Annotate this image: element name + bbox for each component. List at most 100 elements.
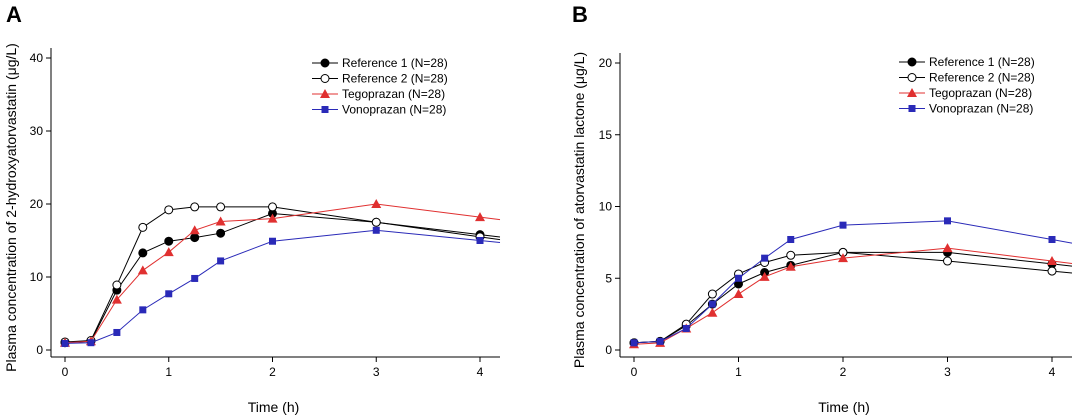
data-point: [735, 274, 742, 282]
data-point: [943, 256, 952, 266]
data-point: [944, 217, 951, 225]
data-point: [164, 236, 174, 246]
y-tick-label: 0: [36, 343, 43, 357]
legend-label: Reference 2 (N=28): [342, 72, 448, 86]
x-tick-label: 4: [477, 365, 484, 379]
legend: Reference 1 (N=28) Reference 2 (N=28)Tego…: [312, 56, 448, 117]
data-point: [942, 243, 953, 253]
data-point: [759, 271, 770, 281]
data-point: [656, 337, 664, 345]
data-point: [163, 247, 174, 257]
data-point: [138, 222, 148, 232]
data-point: [112, 280, 122, 290]
panel-label-a: A: [6, 2, 22, 27]
series-line: [64, 203, 501, 344]
data-point: [786, 250, 796, 260]
legend-marker: [907, 57, 917, 67]
data-point: [838, 253, 848, 263]
series-line: [64, 229, 501, 344]
y-tick-label: 10: [30, 270, 44, 284]
data-point: [61, 339, 69, 347]
legend-label: Reference 1 (N=28): [342, 56, 448, 70]
x-tick-label: 2: [269, 365, 276, 379]
data-point: [190, 233, 200, 243]
legend-marker: [907, 73, 917, 82]
series-line: [633, 220, 1072, 344]
x-tick-label: 0: [62, 365, 69, 379]
series-tegoprazan-2: [60, 199, 501, 347]
data-point: [707, 307, 718, 317]
data-point: [216, 228, 226, 238]
data-point: [371, 199, 382, 208]
data-point: [476, 237, 484, 244]
series-reference-2: [629, 247, 1072, 348]
legend-label: Vonoprazan (N=28): [342, 103, 446, 117]
x-tick-label: 2: [840, 365, 847, 379]
data-point: [87, 339, 95, 347]
x-tick-label: 3: [944, 365, 951, 379]
legend-marker: [320, 89, 330, 98]
panel-b-chart: 0 5 10 15 20 0 1 2 3 4 Time (h) Plasma concentratio…: [571, 52, 1072, 415]
y-tick-label: 40: [30, 51, 44, 65]
x-axis-title: Time (h): [248, 399, 300, 415]
data-point: [761, 254, 769, 262]
x-tick-label: 1: [735, 365, 742, 379]
x-tick-label: 3: [373, 365, 380, 379]
y-tick-label: 20: [30, 197, 44, 211]
x-axis-title: Time (h): [818, 399, 870, 415]
data-point: [787, 236, 795, 244]
data-point: [215, 216, 226, 226]
y-tick-label: 15: [599, 128, 613, 142]
y-tick-label: 20: [599, 56, 613, 70]
data-point: [785, 261, 796, 271]
y-axis-title: Plasma concentration of atorvastatin lac…: [571, 52, 587, 368]
series-line: [633, 251, 1072, 344]
legend-label: Tegoprazan (N=28): [929, 86, 1032, 100]
x-tick-label: 0: [631, 365, 638, 379]
y-tick-label: 0: [605, 343, 612, 357]
series-line: [633, 251, 1072, 344]
panel-a-chart: 0 10 20 30 40 0 1 2 3 4 Time (h) Plasma concentrati…: [3, 43, 501, 415]
y-tick-label: 10: [599, 200, 613, 214]
y-axis-title: Plasma concentration of 2-hydroxyatorvas…: [3, 43, 19, 372]
data-point: [191, 274, 199, 282]
legend-marker: [321, 106, 329, 113]
x-tick-label: 1: [165, 365, 172, 379]
data-point: [733, 289, 744, 299]
series-line: [64, 212, 501, 344]
series-line: [64, 206, 501, 343]
x-tick-label: 4: [1049, 365, 1056, 379]
data-point: [138, 248, 148, 258]
data-point: [708, 300, 716, 308]
data-point: [268, 202, 277, 212]
data-point: [475, 212, 485, 222]
legend-marker: [908, 105, 916, 112]
panel-label-b: B: [572, 2, 588, 27]
series-reference-2: [629, 247, 1072, 348]
data-point: [113, 328, 121, 336]
series-vonoprazan-2: [630, 217, 1072, 347]
y-tick-label: 30: [30, 124, 44, 138]
legend-label: Vonoprazan (N=28): [929, 102, 1033, 116]
data-point: [216, 202, 226, 212]
data-point: [137, 265, 148, 275]
legend-marker: [320, 58, 330, 68]
data-point: [371, 217, 381, 227]
legend: Reference 1 (N=28) Reference 2 (N=28)Tego…: [899, 55, 1035, 116]
legend-marker: [907, 88, 917, 97]
data-point: [839, 221, 847, 229]
legend-label: Reference 2 (N=28): [929, 71, 1035, 85]
y-tick-label: 5: [605, 271, 612, 285]
data-point: [139, 306, 147, 314]
data-point: [1047, 256, 1057, 266]
data-point: [707, 289, 717, 299]
legend-marker: [320, 74, 330, 83]
data-point: [372, 226, 380, 234]
data-point: [189, 225, 200, 235]
series-vonoprazan-2: [61, 226, 501, 347]
data-point: [164, 205, 174, 215]
data-point: [1048, 236, 1056, 244]
data-point: [630, 339, 638, 347]
data-point: [190, 202, 200, 212]
